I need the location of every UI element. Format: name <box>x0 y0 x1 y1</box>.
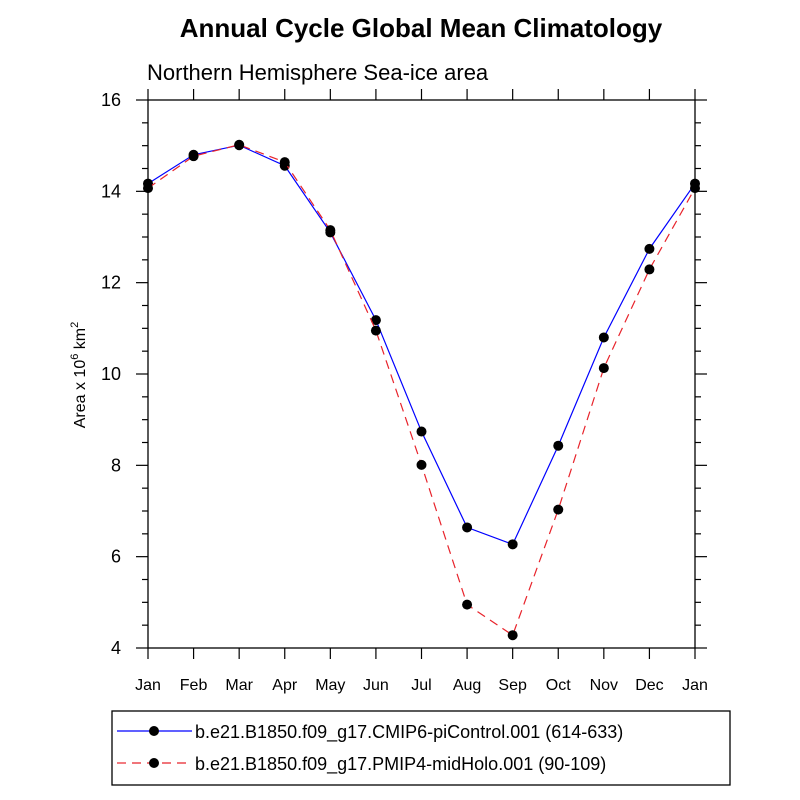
y-axis-label-mid: km <box>72 328 89 354</box>
series-2-point <box>143 183 153 194</box>
series-2-point <box>690 183 700 194</box>
x-tick-label: Aug <box>453 677 481 694</box>
series-1-point <box>507 539 518 550</box>
x-tick-label: Sep <box>498 677 527 694</box>
legend-marker-2 <box>149 758 159 768</box>
x-tick-label: Apr <box>272 677 298 694</box>
y-axis-label-base: Area x 10 <box>72 360 89 429</box>
legend-box <box>111 710 731 786</box>
series-2-point <box>598 363 609 374</box>
series-2-point <box>416 459 427 470</box>
legend-marker-1 <box>149 726 159 736</box>
y-tick-label: 10 <box>101 364 121 384</box>
chart-title: Annual Cycle Global Mean Climatology <box>180 13 663 43</box>
plot-area: 4 6 8 10 12 14 16 Jan Feb Mar Apr May Jun Jul Aug Sep Oc… <box>101 89 708 694</box>
series-2-point <box>234 139 245 150</box>
x-tick-label: Nov <box>590 677 618 694</box>
legend-label-2: b.e21.B1850.f09_g17.PMIP4-midHolo.001 (9… <box>195 754 606 775</box>
y-tick-label: 4 <box>111 638 121 658</box>
x-tick-label: Mar <box>225 677 253 694</box>
y-tick-label: 16 <box>101 90 121 110</box>
series-2-point <box>325 225 336 236</box>
series-2-point <box>188 151 199 162</box>
x-tick-label: Jul <box>411 677 431 694</box>
legend-label-1: b.e21.B1850.f09_g17.CMIP6-piControl.001 … <box>195 722 623 743</box>
series-line-2 <box>147 144 696 637</box>
series-2-point <box>644 264 655 275</box>
x-tick-label: Jan <box>682 677 708 694</box>
x-tick-label: Jan <box>135 677 161 694</box>
series-1-point <box>598 332 609 343</box>
series-line-1 <box>147 144 696 546</box>
y-axis-label-exp2: 2 <box>69 322 81 328</box>
x-tick-label: Oct <box>546 677 571 694</box>
chart-subtitle: Northern Hemisphere Sea-ice area <box>147 60 489 85</box>
series-1-point <box>370 315 381 326</box>
series-1-point <box>462 522 473 533</box>
series-1-point <box>416 426 427 437</box>
series-2-point <box>462 599 473 610</box>
series-2-point <box>279 157 290 168</box>
y-tick-label: 14 <box>101 181 121 201</box>
plot-frame <box>147 99 696 649</box>
series-1-point <box>553 440 564 451</box>
x-tick-label: Feb <box>180 677 208 694</box>
y-tick-label: 6 <box>111 547 121 567</box>
series-2-point <box>370 325 381 336</box>
x-tick-label: Jun <box>363 677 389 694</box>
y-axis-label-exp1: 6 <box>69 354 81 360</box>
y-tick-label: 12 <box>101 273 121 293</box>
series-2-point <box>553 504 564 515</box>
series-2-point <box>507 630 518 641</box>
series-1-point <box>644 243 655 254</box>
x-tick-label: Dec <box>635 677 663 694</box>
x-tick-label: May <box>315 677 345 694</box>
legend: b.e21.B1850.f09_g17.CMIP6-piControl.001 … <box>111 710 731 786</box>
y-tick-label: 8 <box>111 455 121 475</box>
y-axis-label: Area x 106 km2 <box>69 322 89 429</box>
